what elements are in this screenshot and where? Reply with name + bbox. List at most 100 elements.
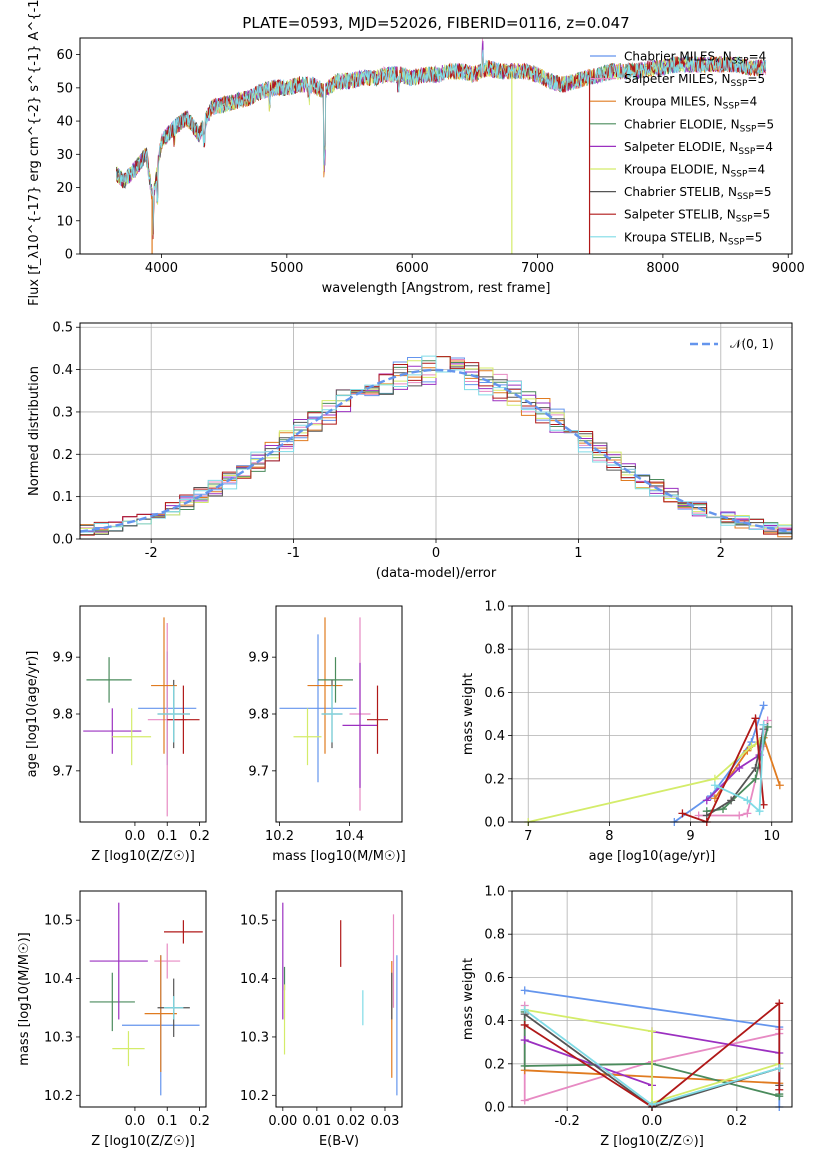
y-axis-label: Flux [f_λ10^{-17} erg cm^{-2} s^{-1} A^{… [27,0,42,306]
x-axis-label: E(B-V) [319,1134,359,1149]
x-tick-label: 10.2 [265,829,294,844]
y-tick-label: 0.4 [484,729,505,744]
massweight-marker [678,809,687,818]
normal-curve-line [80,368,792,533]
y-tick-label: 50 [56,81,73,96]
y-tick-label: 0.4 [484,1014,505,1029]
x-axis-label: (data-model)/error [376,566,497,581]
x-axis-label: mass [log10(M/M☉)] [272,849,405,864]
y-tick-label: 10 [56,214,73,229]
massweight-marker [520,1005,529,1014]
panel-massweight_vs_age: 7 8 9 10 0.0 0.2 0.4 0.6 0.8 1.0 age [log10(age/yr… [461,600,793,864]
y-tick-label: 10.4 [240,972,269,987]
errorbar-point [321,685,343,743]
plot-area [279,617,388,811]
plot-area [83,617,200,817]
axes-frame [511,890,793,1108]
x-tick-label: 7 [524,829,532,844]
massweight-marker [743,809,752,818]
massweight-series-line [524,1008,780,1104]
y-tick-label: 10.5 [240,914,269,929]
y-tick-label: 10.3 [240,1030,269,1045]
axes-frame [79,37,793,255]
plot-area [520,986,784,1111]
y-tick-label: 1.0 [484,600,505,615]
massweight-marker [763,722,772,731]
y-tick-label: 10.2 [240,1089,269,1104]
massweight-series-line [524,1001,781,1109]
massweight-marker [747,742,756,751]
errorbar-point [144,955,177,1072]
y-tick-label: 0.5 [52,321,73,336]
x-tick-label: 10.4 [335,829,364,844]
y-tick-label: 0.0 [484,1101,505,1116]
axes-frame [511,605,793,823]
massweight-marker [751,764,760,772]
errorbar-point [279,634,357,783]
x-tick-label: 9 [686,829,694,844]
x-tick-label: 0.2 [189,829,210,844]
x-tick-label: 0.2 [727,1114,748,1129]
x-tick-label: -1 [287,546,300,561]
massweight-marker [735,764,744,772]
legend-label: Chabrier ELODIE, NSSP=5 [624,117,774,134]
y-tick-label: 0 [65,248,73,263]
legend-label: Kroupa ELODIE, NSSP=4 [624,163,765,180]
errorbar-point [89,972,135,1032]
x-tick-label: 4000 [145,261,178,276]
errorbar-point [154,943,181,979]
y-axis-label: mass [log10(M/M☉)] [17,932,32,1065]
legend-label: Chabrier MILES, NSSP=4 [624,50,766,67]
y-tick-label: 0.0 [484,816,505,831]
massweight-marker [727,796,736,805]
x-axis-label: age [log10(age/yr)] [589,849,716,864]
panel-mass_vs_ebv: 0.00 0.01 0.02 0.03 10.2 10.3 10.4 10.5 E(B-V) [240,890,403,1149]
massweight-marker [751,774,760,783]
x-tick-label: 0.03 [370,1114,399,1129]
y-tick-label: 9.7 [52,764,73,779]
x-tick-label: -2 [145,546,158,561]
x-axis-label: Z [log10(Z/Z☉)] [91,849,195,864]
y-tick-label: 0.2 [484,772,505,787]
x-tick-label: 8 [605,829,613,844]
x-tick-label: 7000 [521,261,554,276]
x-tick-label: 6000 [396,261,429,276]
x-tick-label: 1 [574,546,582,561]
massweight-marker [775,1085,784,1094]
x-tick-label: 0.1 [157,829,178,844]
y-tick-label: 0.6 [484,971,505,986]
y-tick-label: 9.9 [52,651,73,666]
legend-label: Salpeter MILES, NSSP=5 [624,72,765,89]
panel-age_vs_Z: 0.0 0.1 0.2 9.7 9.8 9.9 Z [log10(Z/Z☉)] age [lo… [25,605,210,864]
x-tick-label: 0.01 [302,1114,331,1129]
errorbar-point [89,902,148,1020]
y-tick-label: 40 [56,115,73,130]
y-tick-label: 0.2 [52,448,73,463]
y-tick-label: 10.2 [44,1089,73,1104]
massweight-marker [751,714,760,723]
massweight-marker [759,800,768,809]
errorbar-point [342,662,378,788]
errorbar-point [112,708,152,766]
massweight-series-line [682,714,765,824]
errorbar-point [151,617,177,754]
y-tick-label: 9.8 [248,708,269,723]
massweight-marker [702,796,711,805]
massweight-marker [775,781,784,790]
x-tick-label: 0.02 [336,1114,365,1129]
legend-label: Kroupa MILES, NSSP=4 [624,95,757,112]
y-tick-label: 0.2 [484,1057,505,1072]
y-tick-label: 20 [56,181,73,196]
y-tick-label: 10.5 [44,914,73,929]
legend-label: Salpeter STELIB, NSSP=5 [624,208,770,225]
y-tick-label: 1.0 [484,885,505,900]
x-tick-label: 0.2 [189,1114,210,1129]
massweight-marker [759,720,768,729]
x-tick-label: 0.0 [642,1114,663,1129]
y-tick-label: 30 [56,148,73,163]
massweight-marker [735,811,744,820]
massweight-marker [648,1027,656,1036]
massweight-marker [520,1036,529,1045]
errorbar-point [86,657,132,703]
